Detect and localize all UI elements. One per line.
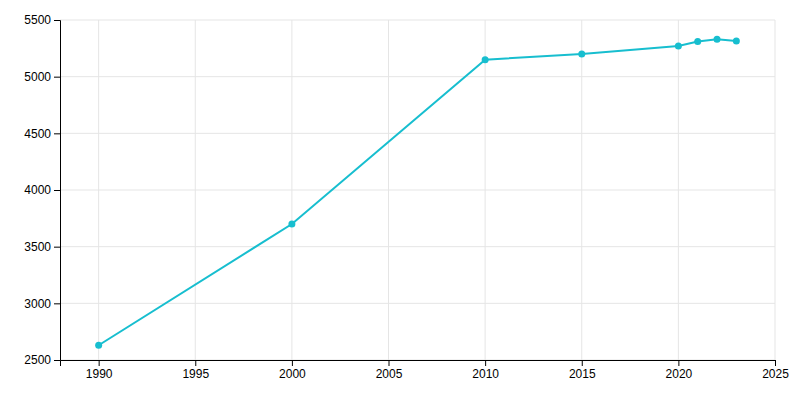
y-tick: 4000 [24,183,60,197]
grid-line-x [98,20,99,360]
y-tick-mark [54,190,60,191]
x-tick-label: 2000 [279,367,306,381]
x-tick-mark [195,360,196,366]
y-tick: 3500 [24,240,60,254]
y-tick-mark [54,360,60,361]
y-tick-label: 4500 [24,127,51,141]
x-tick: 2025 [762,360,789,381]
y-tick-label: 5000 [24,70,51,84]
y-tick-label: 3500 [24,240,51,254]
x-axis: 1990 1995 2000 2005 2010 2015 2020 2025 [61,360,790,381]
point [95,342,102,349]
x-tick-mark [678,360,679,366]
x-tick: 1990 [86,360,113,381]
x-tick-mark [389,360,390,366]
y-tick: 4500 [24,127,60,141]
x-tick-label: 2005 [376,367,403,381]
grid-line-x [678,20,679,360]
y-tick-mark [54,247,60,248]
point [288,221,295,228]
y-tick-mark [54,77,60,78]
x-tick-mark [582,360,583,366]
point [694,38,701,45]
x-tick-label: 2025 [762,367,789,381]
point [675,43,682,50]
line [99,39,737,345]
y-tick-label: 2500 [24,353,51,367]
y-tick-label: 5500 [24,13,51,27]
x-tick-label: 2015 [569,367,596,381]
grid-line-y [60,246,775,247]
y-axis-line [54,21,61,361]
x-axis-line [61,361,776,367]
y-tick-mark [54,303,60,304]
grid-line-y [60,20,775,21]
grid-line-x [388,20,389,360]
x-tick: 2005 [376,360,403,381]
point [578,51,585,58]
x-tick-mark [99,360,100,366]
y-axis: 2500 3000 3500 4000 4500 5000 5500 [24,13,60,367]
grid-line-x [485,20,486,360]
x-tick-label: 1990 [86,367,113,381]
x-tick-label: 1995 [182,367,209,381]
point [733,37,740,44]
x-tick-mark [292,360,293,366]
x-tick-mark [485,360,486,366]
x-tick-mark [775,360,776,366]
y-tick-mark [54,133,60,134]
grid-line-y [60,76,775,77]
x-tick-label: 2020 [666,367,693,381]
x-tick: 2020 [666,360,693,381]
grid-line-x [195,20,196,360]
y-tick: 5000 [24,70,60,84]
y-tick: 2500 [24,353,60,367]
plot: 1990 1995 2000 2005 2010 2015 2020 2025 2500 3000… [24,13,789,380]
y-tick: 5500 [24,13,60,27]
grid-line-x [291,20,292,360]
chart: 1990 1995 2000 2005 2010 2015 2020 2025 2500 3000… [0,0,800,400]
point [714,36,721,43]
grid-line-x [775,20,776,360]
x-tick-label: 2010 [472,367,499,381]
point [482,56,489,63]
x-tick: 2010 [472,360,499,381]
grid-line-y [60,190,775,191]
x-tick: 2015 [569,360,596,381]
y-tick-mark [54,20,60,21]
y-tick-label: 3000 [24,297,51,311]
grid [60,20,775,360]
grid-line-y [60,133,775,134]
y-tick: 3000 [24,297,60,311]
x-tick: 1995 [182,360,209,381]
grid-line-x [581,20,582,360]
x-tick: 2000 [279,360,306,381]
y-tick-label: 4000 [24,183,51,197]
marks [95,36,740,349]
